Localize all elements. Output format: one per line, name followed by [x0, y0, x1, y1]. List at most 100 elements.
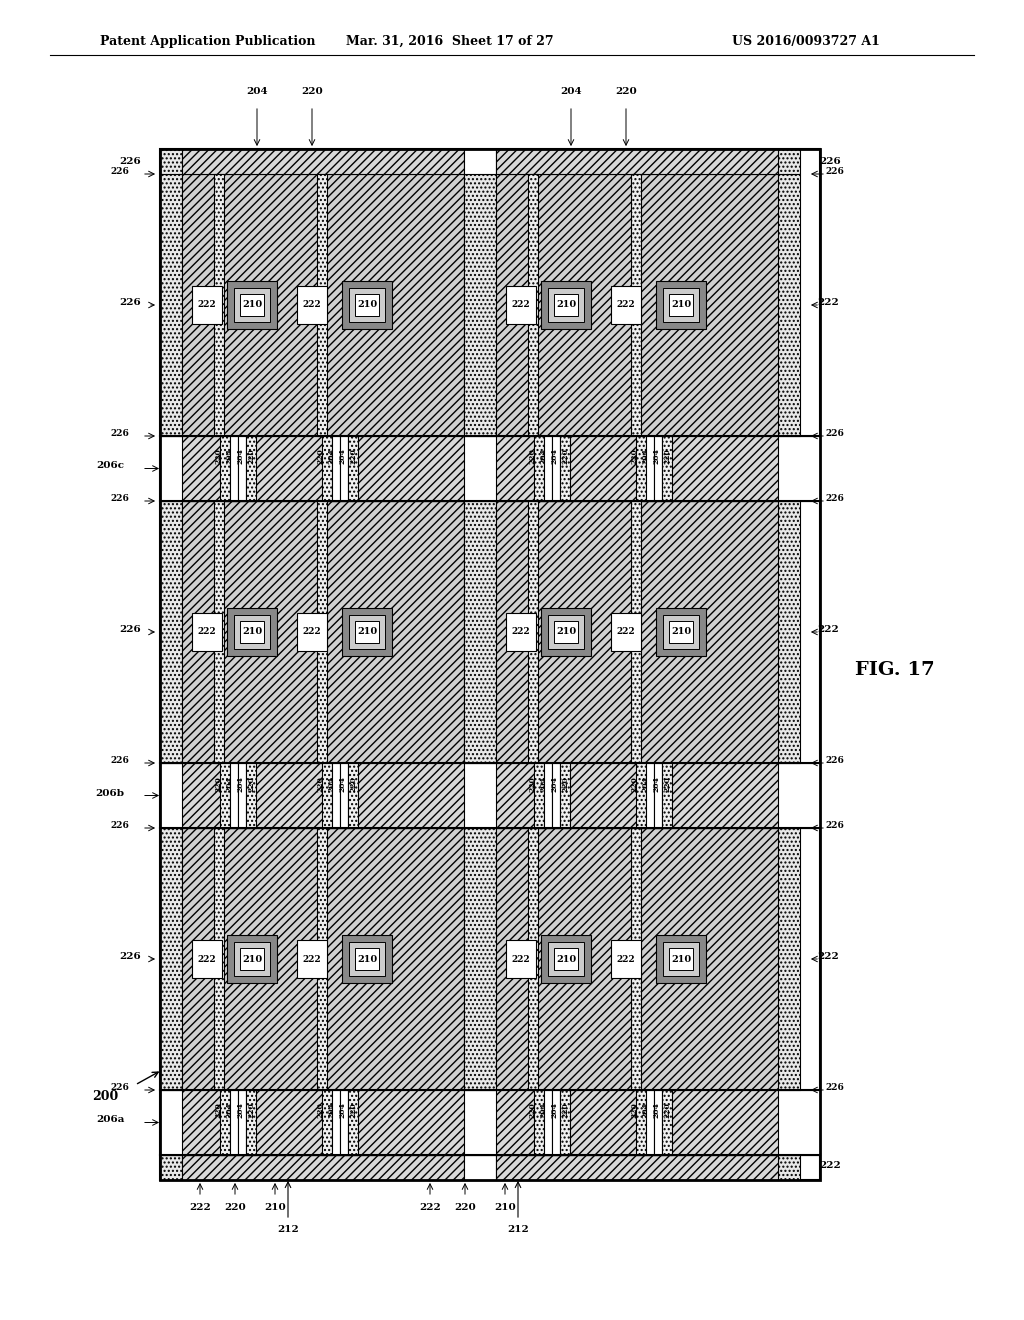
Text: 204: 204: [225, 1102, 233, 1118]
Text: 210: 210: [357, 301, 377, 309]
Text: 222: 222: [198, 627, 216, 636]
Bar: [534, 763, 544, 828]
Bar: [230, 436, 238, 502]
Bar: [182, 1155, 464, 1180]
Text: 226: 226: [825, 1082, 845, 1092]
Text: 210: 210: [357, 627, 377, 636]
Bar: [663, 942, 699, 975]
Text: 206a: 206a: [96, 1115, 124, 1125]
Text: 226: 226: [825, 429, 845, 438]
Bar: [662, 1090, 672, 1155]
Text: 210: 210: [671, 627, 691, 636]
Text: 220: 220: [349, 1102, 357, 1118]
Bar: [496, 502, 778, 763]
Text: 204: 204: [225, 776, 233, 792]
Bar: [160, 1090, 820, 1155]
Bar: [541, 935, 591, 983]
Bar: [160, 436, 820, 502]
Text: 222: 222: [817, 624, 839, 634]
Text: 222: 222: [616, 627, 635, 636]
Bar: [342, 281, 392, 329]
Text: 204: 204: [652, 449, 660, 465]
Bar: [544, 436, 552, 502]
Bar: [246, 1090, 256, 1155]
Text: 226: 226: [825, 494, 845, 503]
Bar: [332, 1090, 340, 1155]
Text: 204: 204: [539, 776, 547, 792]
Text: 212: 212: [507, 1225, 528, 1234]
Text: 220: 220: [454, 1203, 476, 1212]
Text: 204: 204: [327, 1102, 335, 1118]
Bar: [496, 436, 778, 502]
Bar: [193, 612, 222, 651]
Text: 220: 220: [663, 449, 671, 465]
Text: 220: 220: [247, 1102, 255, 1118]
Text: 222: 222: [303, 954, 322, 964]
Bar: [541, 281, 591, 329]
Bar: [611, 612, 641, 651]
Bar: [464, 174, 496, 436]
Text: 210: 210: [242, 954, 262, 964]
Bar: [496, 149, 778, 174]
Bar: [349, 288, 385, 322]
Text: 204: 204: [338, 449, 346, 465]
Bar: [669, 620, 693, 643]
Text: FIG. 17: FIG. 17: [855, 661, 935, 678]
Text: 220: 220: [247, 776, 255, 792]
Text: 206c: 206c: [96, 462, 124, 470]
Text: 226: 226: [119, 952, 141, 961]
Bar: [317, 828, 327, 1090]
Text: 226: 226: [111, 429, 129, 438]
Bar: [611, 940, 641, 978]
Text: 222: 222: [817, 952, 839, 961]
Bar: [656, 609, 706, 656]
Bar: [348, 436, 358, 502]
Bar: [646, 763, 654, 828]
Bar: [464, 828, 496, 1090]
Bar: [646, 1090, 654, 1155]
Text: 220: 220: [663, 776, 671, 792]
Bar: [778, 1155, 800, 1180]
Bar: [227, 609, 278, 656]
Bar: [322, 763, 332, 828]
Bar: [552, 763, 560, 828]
Text: 220: 220: [349, 449, 357, 465]
Text: 206b: 206b: [95, 788, 125, 797]
Bar: [560, 763, 570, 828]
Text: 204: 204: [338, 776, 346, 792]
Bar: [654, 1090, 662, 1155]
Bar: [348, 763, 358, 828]
Bar: [464, 1155, 496, 1180]
Text: 226: 226: [825, 756, 845, 766]
Text: 220: 220: [214, 449, 222, 465]
Bar: [297, 286, 327, 323]
Bar: [297, 612, 327, 651]
Bar: [631, 828, 641, 1090]
Text: 226: 226: [119, 157, 141, 166]
Text: 204: 204: [327, 776, 335, 792]
Text: 210: 210: [671, 301, 691, 309]
Bar: [528, 174, 538, 436]
Bar: [160, 149, 820, 1180]
Bar: [160, 828, 182, 1090]
Text: 220: 220: [561, 1102, 569, 1118]
Text: 226: 226: [825, 168, 845, 176]
Bar: [317, 502, 327, 763]
Bar: [528, 502, 538, 763]
Bar: [554, 294, 578, 315]
Bar: [544, 1090, 552, 1155]
Text: 220: 220: [630, 776, 638, 792]
Text: US 2016/0093727 A1: US 2016/0093727 A1: [732, 36, 880, 48]
Text: 210: 210: [556, 627, 577, 636]
Bar: [234, 942, 270, 975]
Bar: [297, 940, 327, 978]
Bar: [496, 174, 778, 436]
Text: 222: 222: [198, 301, 216, 309]
Bar: [654, 436, 662, 502]
Text: 220: 220: [301, 87, 323, 96]
Bar: [662, 763, 672, 828]
Bar: [631, 502, 641, 763]
Bar: [778, 149, 800, 174]
Bar: [234, 615, 270, 649]
Text: 204: 204: [246, 87, 268, 96]
